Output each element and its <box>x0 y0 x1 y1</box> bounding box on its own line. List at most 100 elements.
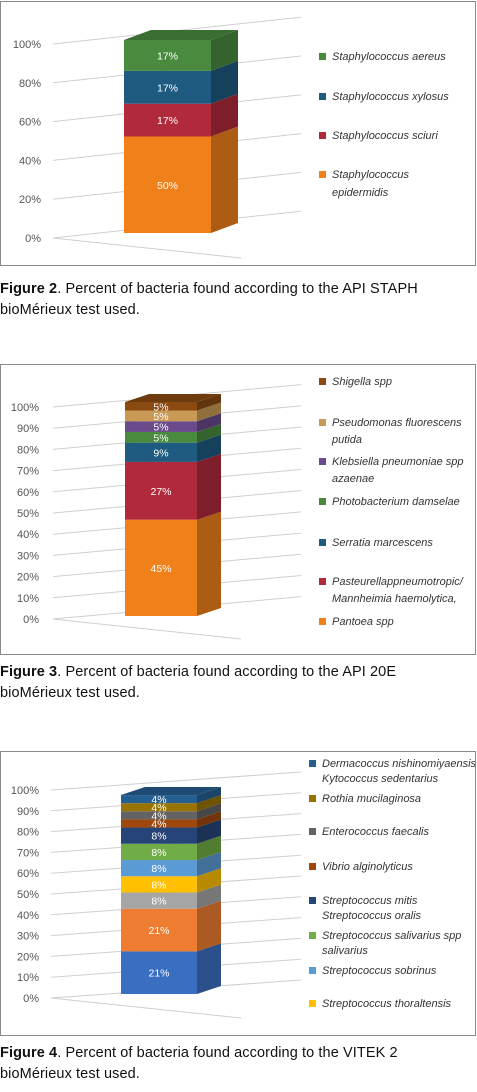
data-label: 27% <box>150 486 171 498</box>
bar-segment-front <box>124 40 211 71</box>
legend-label: Shigella spp <box>332 376 392 388</box>
bar-segment <box>124 126 238 233</box>
bar-segment-front <box>121 795 197 804</box>
legend-label: Staphylococcus aereus <box>332 51 446 63</box>
bar-segment-front <box>121 876 197 893</box>
legend-entry: Streptococcus sobrinus <box>309 965 437 977</box>
y-tick-label: 40% <box>17 910 39 922</box>
legend-swatch <box>309 795 316 802</box>
y-tick-label: 90% <box>17 806 39 818</box>
legend-entry: Staphylococcus epidermidis <box>319 169 410 199</box>
bar-segment <box>124 93 238 137</box>
bar-segment-side <box>211 30 238 71</box>
bar-segment-side <box>197 868 221 893</box>
figure-2-caption-line2: bioMérieux test used. <box>0 302 140 318</box>
floor-line <box>52 237 242 259</box>
bar-segment <box>125 434 221 462</box>
y-tick-label: 70% <box>17 466 39 478</box>
bar-segment-front <box>121 860 197 877</box>
y-tick-label: 100% <box>13 39 41 51</box>
bar-segment <box>121 811 221 828</box>
bar-segment-front <box>124 70 211 104</box>
bar-segment-side <box>197 900 221 952</box>
figure-3-caption-line2: bioMérieux test used. <box>0 685 140 701</box>
legend-entry: Serratia marcescens <box>319 537 433 549</box>
figure-3-caption-text: . Percent of bacteria found according to… <box>57 664 397 680</box>
bar-segment <box>125 423 221 443</box>
figure-4-caption: Figure 4. Percent of bacteria found acco… <box>0 1043 474 1085</box>
bar-segment <box>125 394 221 411</box>
y-tick-label: 10% <box>17 593 39 605</box>
data-label: 5% <box>153 422 168 434</box>
bar-segment-front <box>125 421 197 432</box>
data-label: 5% <box>153 401 168 413</box>
figure-2-caption: Figure 2. Percent of bacteria found acco… <box>0 279 474 321</box>
y-tick-label: 100% <box>11 785 39 797</box>
bar-segment <box>121 819 221 844</box>
y-tick-label: 30% <box>17 550 39 562</box>
data-label: 17% <box>157 115 178 127</box>
data-label: 21% <box>148 925 169 937</box>
data-label: 45% <box>150 563 171 575</box>
y-tick-label: 80% <box>17 444 39 456</box>
legend-label: Streptococcus oralis <box>322 910 422 922</box>
y-tick-label: 40% <box>19 155 41 167</box>
data-label: 17% <box>157 82 178 94</box>
y-tick-label: 20% <box>19 194 41 206</box>
data-label: 8% <box>151 847 166 859</box>
y-tick-label: 60% <box>17 487 39 499</box>
bar-segment-side <box>197 884 221 909</box>
bar-segment <box>125 402 221 422</box>
y-tick-label: 50% <box>17 508 39 520</box>
legend-entry: Klebsiella pneumoniae spp azaenae <box>319 456 463 485</box>
legend-swatch <box>309 828 316 835</box>
bar-segment-side <box>197 402 221 422</box>
legend-swatch <box>319 618 326 625</box>
y-tick-label: 100% <box>11 402 39 414</box>
legend-swatch <box>309 760 316 767</box>
bar-segment-front <box>124 136 211 233</box>
bar-segment <box>121 835 221 861</box>
legend-entry: Rothia mucilaginosa <box>309 793 421 805</box>
bar-segment-front <box>121 811 197 820</box>
legend-swatch <box>319 93 326 100</box>
bar-segment-side <box>197 852 221 877</box>
bar-top-face <box>125 394 221 402</box>
data-label: 5% <box>153 411 168 423</box>
data-label: 21% <box>148 968 169 980</box>
legend-swatch <box>319 498 326 505</box>
bar-segment-side <box>197 795 221 812</box>
bar-segment-front <box>121 908 197 952</box>
legend-label: epidermidis <box>332 187 389 199</box>
figure-3-chart: 0% 10% 20% 30% 40% 50% 60% 70% 80% 90% 100% 45% 27% 9… <box>11 376 464 640</box>
y-tick-label: 60% <box>19 117 41 129</box>
bar-segment <box>121 852 221 877</box>
legend-entry: Pantoea spp <box>319 616 394 628</box>
bar-segment-front <box>121 819 197 828</box>
y-tick-label: 40% <box>17 529 39 541</box>
figure-3-caption: Figure 3. Percent of bacteria found acco… <box>0 662 474 704</box>
bar-segment-side <box>197 787 221 804</box>
legend-label: Mannheimia haemolytica, <box>332 593 457 605</box>
bar-segment <box>124 60 238 104</box>
legend-label: Enterococcus faecalis <box>322 826 429 838</box>
legend-entry: Staphylococcus sciuri <box>319 130 438 142</box>
figure-2-caption-text: . Percent of bacteria found according to… <box>57 281 418 297</box>
figure-4-caption-label: Figure 4 <box>0 1045 58 1061</box>
legend-label: putida <box>331 434 362 446</box>
figure-2-chart-panel: 0% 20% 40% 60% 80% 100% 50% 17% 17% 17% Staphyloco… <box>0 1 476 266</box>
data-label: 50% <box>157 180 178 192</box>
data-label: 9% <box>153 447 168 459</box>
bar-segment-side <box>197 811 221 828</box>
data-label: 17% <box>157 50 178 62</box>
bar-top-face <box>121 787 221 796</box>
legend-label: Staphylococcus xylosus <box>332 91 449 103</box>
legend-label: Vibrio alginolyticus <box>322 861 413 873</box>
bar-segment <box>121 884 221 909</box>
bar-segment-side <box>211 93 238 137</box>
bar-segment-front <box>125 402 197 411</box>
legend-entry: Photobacterium damselae <box>319 496 460 508</box>
y-tick-label: 90% <box>17 423 39 435</box>
bar-segment-side <box>197 511 221 616</box>
figure-4-caption-text: . Percent of bacteria found according to… <box>57 1045 398 1061</box>
